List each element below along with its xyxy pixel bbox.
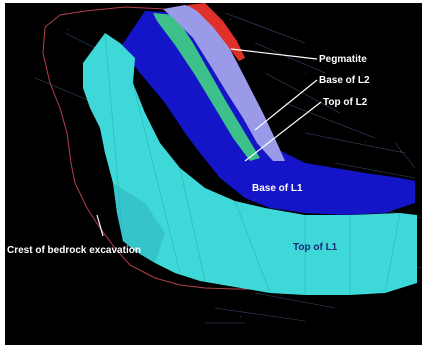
base-l2-surface <box>163 5 285 161</box>
label-base-l2: Base of L2 <box>319 75 370 86</box>
svg-text:·: · <box>240 314 241 319</box>
svg-text:·: · <box>325 269 326 274</box>
top-l1-facets <box>104 32 401 295</box>
svg-text:·: · <box>400 149 401 154</box>
svg-text:·: · <box>365 139 366 144</box>
svg-text:·: · <box>230 17 231 22</box>
top-l1-shadow-facet <box>113 183 165 263</box>
svg-text:·: · <box>305 71 306 76</box>
svg-text:·: · <box>67 27 68 32</box>
top-l2-surface <box>153 13 260 161</box>
geology-model-3d: · · · · · · · Pegmatite Base of L2 Top o… <box>7 3 422 324</box>
label-crest: Crest of bedrock excavation <box>7 245 141 256</box>
label-top-l1: Top of L1 <box>293 242 338 253</box>
pegmatite-body <box>187 3 245 61</box>
station-markers: · · · · · · · <box>67 17 401 319</box>
label-base-l1: Base of L1 <box>252 183 303 194</box>
label-top-l2: Top of L2 <box>323 97 368 108</box>
label-pegmatite: Pegmatite <box>319 54 367 65</box>
top-l1-surface <box>83 33 417 295</box>
model-viewport: · · · · · · · Pegmatite Base of L2 Top o… <box>5 3 422 345</box>
leader-lines <box>96 48 322 237</box>
